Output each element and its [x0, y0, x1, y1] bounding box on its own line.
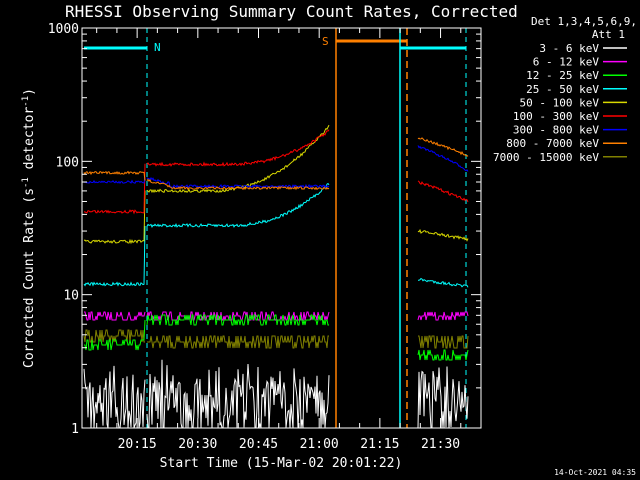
legend-label: 3 - 6 keV [539, 42, 599, 55]
legend-label: 100 - 300 keV [513, 110, 599, 123]
series-line [146, 124, 330, 194]
legend-label: 800 - 7000 keV [506, 137, 599, 150]
x-tick-label: 20:30 [178, 437, 217, 452]
series-line [83, 365, 146, 429]
y-axis-label: Corrected Count Rate (s-1 detector-1) [21, 88, 37, 368]
legend-header-line2: Att 1 [592, 28, 625, 41]
y-axis: 1 10 100 1000 [48, 22, 481, 437]
series-line [146, 182, 330, 229]
footer-timestamp: 14-Oct-2021 04:35 [554, 468, 636, 477]
series-line [417, 180, 469, 203]
y-tick-label: 100 [56, 155, 79, 170]
series-line [146, 314, 329, 326]
series-line [84, 311, 146, 321]
series-line [83, 176, 146, 185]
legend-label: 6 - 12 keV [533, 56, 600, 69]
y-axis-label-sup1: -1 [21, 177, 31, 188]
data-series [83, 124, 469, 429]
series-line [146, 359, 330, 429]
y-axis-label-main: Corrected Count Rate (s [22, 188, 37, 368]
series-line [83, 190, 146, 245]
y-axis-label-sup2: -1 [21, 96, 31, 107]
series-line [84, 319, 146, 351]
legend-label: 25 - 50 keV [526, 83, 599, 96]
series-line [83, 329, 145, 343]
x-tick-label: 21:00 [300, 437, 339, 452]
series-line [83, 170, 146, 181]
x-tick-label: 20:45 [239, 437, 278, 452]
series-line [146, 176, 330, 189]
series-line [418, 335, 469, 349]
y-axis-label-mid: detector [22, 107, 37, 178]
x-tick-label: 21:15 [360, 437, 399, 452]
y-tick-label: 1 [71, 422, 79, 437]
legend-label: 300 - 800 keV [513, 124, 599, 137]
night-label-n: N [154, 41, 161, 54]
chart-title: RHESSI Observing Summary Count Rates, Co… [65, 2, 518, 21]
series-line [146, 178, 330, 191]
series-line [417, 366, 469, 429]
legend-label: 50 - 100 keV [520, 96, 600, 109]
y-axis-label-end: ) [22, 88, 37, 96]
x-tick-label: 21:30 [421, 437, 460, 452]
series-line [417, 311, 469, 321]
legend-label: 7000 - 15000 keV [493, 151, 599, 164]
series-line [83, 163, 146, 215]
series-line [417, 349, 469, 361]
series-line [147, 335, 329, 349]
series-line [418, 277, 469, 288]
series-line [417, 145, 469, 172]
plot-frame [81, 27, 482, 429]
x-axis-label: Start Time (15-Mar-02 20:01:22) [160, 456, 403, 471]
series-line [417, 228, 469, 242]
legend-label: 12 - 25 keV [526, 69, 599, 82]
series-line [146, 129, 330, 167]
legend-header-line1: Det 1,3,4,5,6,9, [531, 15, 637, 28]
x-axis: 20:15 20:30 20:45 21:00 21:15 21:30 [96, 28, 482, 452]
y-tick-label: 1000 [48, 22, 79, 37]
x-tick-label: 20:15 [118, 437, 157, 452]
series-line [83, 225, 146, 287]
series-line [146, 311, 330, 321]
saa-label-s: S [322, 35, 329, 48]
y-tick-label: 10 [63, 289, 79, 304]
series-line [417, 137, 469, 157]
